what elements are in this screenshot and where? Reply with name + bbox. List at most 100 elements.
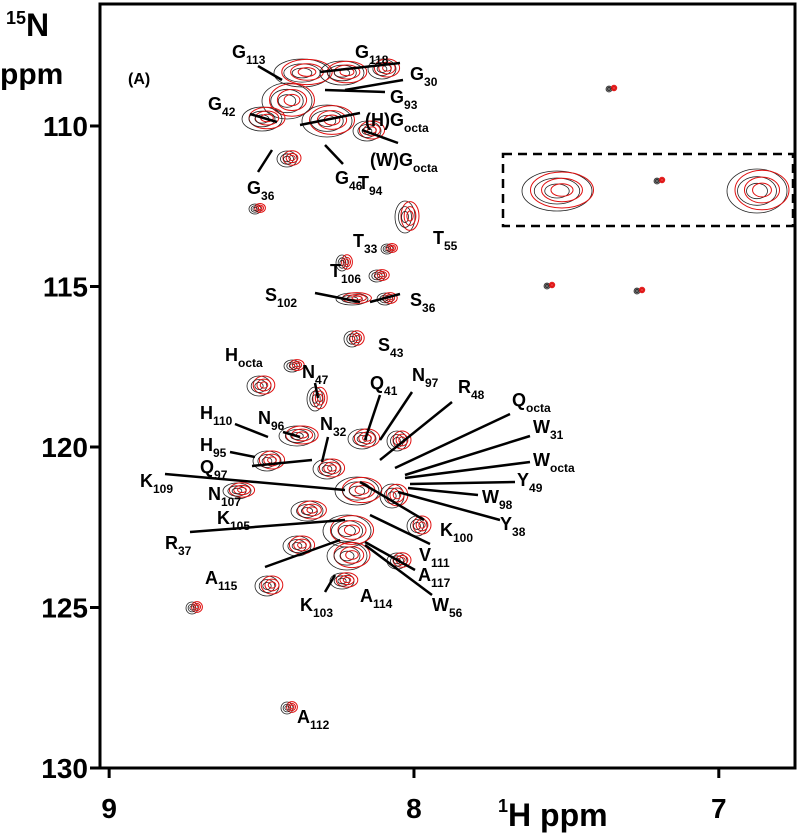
peak-label-text: T: [330, 261, 341, 281]
leader-line: [319, 61, 401, 74]
contour-black: [352, 120, 382, 142]
contour-black: [386, 430, 408, 452]
contour-red: [395, 433, 409, 447]
peak-label: A117: [418, 565, 451, 590]
contour-red: [316, 110, 348, 130]
peak-label-sub: 106: [341, 272, 361, 286]
contour-red: [659, 177, 665, 183]
x-axis-label: 1H ppm: [498, 796, 608, 833]
contour-black: [250, 379, 268, 393]
contour-red: [285, 152, 299, 164]
contour-black: [333, 575, 351, 587]
contour-red: [258, 450, 286, 470]
peak-label: G118: [355, 42, 389, 67]
peak-label: N107: [208, 484, 241, 509]
contour-black: [607, 87, 611, 91]
peak-label-text: Q: [512, 390, 526, 410]
peak-label: G113: [232, 42, 266, 67]
peak-label: N32: [320, 414, 347, 439]
peak-label-text: T: [433, 228, 444, 248]
contour-red: [263, 453, 281, 467]
peak-label: Hocta: [225, 345, 263, 370]
peak-label-text: W: [432, 595, 449, 615]
contour-black: [189, 605, 195, 611]
y-tick-label: 120: [41, 432, 88, 463]
contour-black: [291, 542, 303, 550]
peak-label: S36: [410, 290, 436, 315]
peak-label: A112: [297, 707, 330, 732]
contour-red: [386, 243, 398, 253]
contour-red: [306, 506, 318, 514]
contour-red: [640, 288, 644, 292]
contour-black: [335, 254, 349, 272]
contour-red: [297, 541, 307, 549]
contour-black: [300, 507, 313, 515]
contour-black: [634, 288, 640, 294]
peak-label-sub: 103: [313, 606, 333, 620]
contour-black: [371, 271, 383, 281]
leader-line: [404, 460, 531, 480]
leader-line: [314, 291, 361, 304]
peak-label-sub: 113: [246, 53, 266, 67]
contour-black: [310, 110, 344, 132]
peak-label: S102: [265, 285, 297, 310]
contour-black: [284, 705, 290, 711]
peak-label-sub: 55: [444, 239, 458, 253]
peak-label-sub: 48: [471, 388, 485, 402]
contour-red: [660, 178, 664, 182]
leader-line: [264, 538, 341, 569]
peak-label-sub: 37: [178, 544, 192, 558]
contour-red: [351, 295, 363, 301]
contour-black: [347, 428, 377, 450]
contour-black: [241, 106, 283, 132]
peak-label: (W)Gocta: [370, 150, 438, 175]
peak-label-sub: 111: [431, 556, 450, 570]
leader-line: [363, 394, 382, 441]
contour-black: [533, 177, 581, 205]
peak-label-text: Q: [200, 457, 214, 477]
contour-red: [341, 254, 353, 270]
contour-red: [373, 58, 401, 78]
contour-red: [354, 485, 370, 495]
peak-label-text: A: [205, 568, 218, 588]
leader-line: [229, 450, 256, 459]
contour-black: [276, 150, 298, 168]
contour-black: [258, 579, 276, 593]
contour-red: [269, 83, 315, 117]
peak-label-sub: 49: [529, 481, 543, 495]
leader-line: [257, 64, 283, 82]
contour-red: [610, 84, 618, 92]
contour-red: [289, 704, 295, 710]
peak-label: W98: [482, 487, 513, 512]
peak-label-sub: 30: [424, 75, 438, 89]
peak-label-sub: 97: [425, 376, 439, 390]
peak-label-text: G: [208, 94, 222, 114]
peak-label: G30: [410, 64, 438, 89]
peak-label-sub: 94: [369, 184, 383, 198]
peak-label: K103: [300, 595, 333, 620]
leader-line: [409, 480, 516, 486]
contour-black: [337, 257, 347, 269]
peak-label-sub: 118: [369, 53, 389, 67]
peak-label-text: K: [140, 471, 153, 491]
peak-label: N97: [412, 365, 439, 390]
peak-label-sub: 31: [550, 428, 564, 442]
contour-red: [264, 578, 280, 592]
contour-black: [321, 465, 333, 473]
peak-label: H95: [200, 435, 227, 460]
contour-red: [400, 201, 420, 231]
peak-label: (H)Gocta: [365, 110, 429, 135]
peak-label-text: S: [378, 335, 390, 355]
contour-black: [606, 86, 612, 92]
y-tick-label: 125: [41, 592, 88, 623]
leader-line: [344, 78, 404, 92]
contour-red: [252, 375, 276, 395]
plot-frame: [98, 2, 797, 770]
contour-black: [401, 210, 409, 223]
contour-black: [654, 178, 660, 184]
leader-line: [299, 111, 361, 127]
contour-black: [283, 155, 291, 163]
contour-red: [267, 581, 277, 589]
leader-line: [282, 430, 301, 439]
